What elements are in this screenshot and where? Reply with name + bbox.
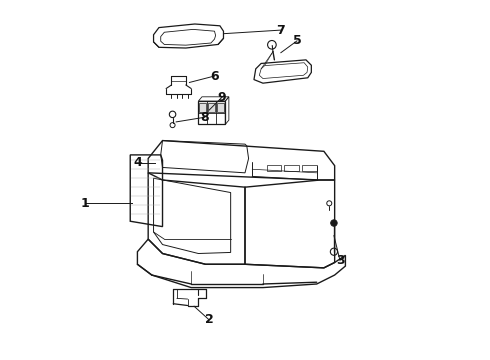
Text: 3: 3 (336, 254, 344, 267)
Text: 6: 6 (210, 69, 219, 82)
Bar (199, 103, 206, 112)
Bar (302, 165, 317, 171)
Bar (267, 165, 281, 171)
Bar (208, 103, 215, 112)
Bar (285, 165, 299, 171)
Text: 7: 7 (276, 24, 285, 37)
Text: 5: 5 (293, 34, 301, 48)
Text: 4: 4 (133, 156, 142, 169)
Circle shape (331, 220, 337, 226)
Text: 9: 9 (218, 91, 226, 104)
Text: 8: 8 (200, 111, 209, 124)
Text: 1: 1 (81, 197, 90, 210)
Text: 2: 2 (205, 313, 214, 327)
Bar (218, 103, 224, 112)
